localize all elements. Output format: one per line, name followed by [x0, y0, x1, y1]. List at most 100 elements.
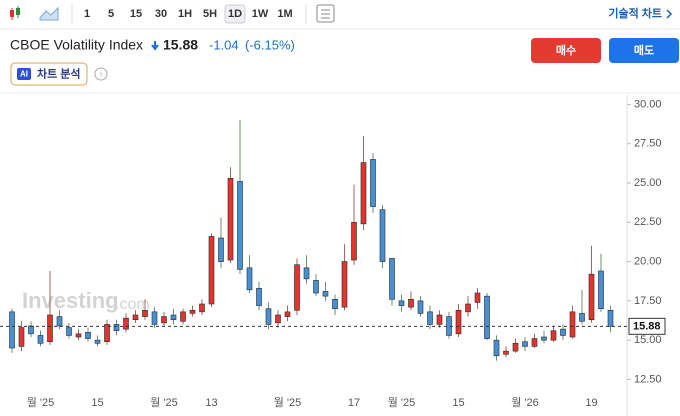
candle-body	[569, 311, 576, 338]
y-tick-label: 17.50	[634, 295, 662, 307]
y-tick-label: 25.00	[634, 177, 662, 189]
sell-button[interactable]	[609, 38, 679, 63]
chevron	[666, 9, 673, 19]
candle-body	[28, 325, 34, 335]
y-tick-label: 12.50	[634, 373, 662, 385]
candle-body	[541, 336, 547, 341]
info-i: i	[100, 70, 102, 79]
candle-body	[85, 331, 91, 339]
technical-chart-link[interactable]: 기술적 차트	[608, 6, 662, 20]
candle-body	[465, 303, 471, 313]
candle-body	[341, 261, 348, 308]
ai-badge-bg	[17, 68, 31, 80]
candle-body	[237, 181, 243, 270]
candle-body	[560, 328, 566, 336]
buy-button[interactable]	[531, 38, 601, 63]
candle-body	[332, 298, 338, 310]
change-percent: (-6.15%)	[245, 37, 295, 52]
interval[interactable]: 1	[84, 8, 90, 20]
x-tick-label: 15	[91, 397, 103, 409]
candle-body	[218, 237, 224, 262]
interval[interactable]: 1H	[178, 8, 192, 20]
ai-badge: AI	[20, 70, 28, 79]
interval[interactable]: 30	[155, 8, 167, 20]
interval[interactable]: 1M	[277, 8, 292, 20]
candle-body	[170, 314, 177, 321]
candle-body	[436, 314, 443, 325]
candle-body	[379, 209, 386, 262]
candle-body	[56, 316, 63, 327]
candle-body	[493, 339, 500, 357]
interval[interactable]: 15	[130, 8, 142, 20]
candle-body	[151, 311, 158, 325]
candle-body	[598, 270, 604, 310]
info-icon[interactable]	[94, 67, 108, 81]
interval-selected	[224, 4, 246, 24]
candle-body	[123, 317, 129, 330]
candle-body	[550, 330, 557, 341]
x-tick-label: 월 '25	[27, 396, 55, 409]
candle-body	[104, 324, 110, 343]
candle-body	[37, 335, 44, 344]
candle-body	[607, 309, 614, 327]
y-tick-label: 22.50	[634, 216, 662, 228]
buy-label: 매수	[556, 43, 576, 57]
candle-body	[18, 327, 25, 347]
watermark-brand: Investing	[22, 288, 119, 313]
x-tick-label: 15	[452, 397, 464, 409]
interval[interactable]: 1W	[252, 8, 269, 20]
x-tick-label: 17	[348, 397, 360, 409]
interval[interactable]: 5	[108, 8, 114, 20]
candle-body	[408, 298, 414, 308]
area-icon[interactable]	[39, 6, 59, 21]
candle-body	[284, 311, 291, 317]
candle-body	[142, 309, 148, 317]
candle-body	[161, 316, 167, 324]
candle-body	[522, 341, 528, 347]
candle-body	[94, 339, 101, 344]
x-tick-label: 월 '25	[274, 396, 302, 409]
candle-icon[interactable]	[10, 6, 20, 20]
candle-body	[265, 308, 272, 325]
y-tick-label: 30.00	[634, 98, 662, 110]
candle-body	[512, 342, 519, 352]
x-tick-label: 월 '25	[388, 396, 416, 409]
instrument-name: CBOE Volatility Index	[10, 37, 143, 53]
watermark-suffix: .com	[115, 296, 150, 313]
y-tick-label: 27.50	[634, 138, 662, 150]
sell-label: 매도	[634, 43, 654, 57]
candle-body	[47, 314, 53, 343]
ai-label: 차트 분석	[37, 66, 81, 80]
candle-body	[503, 350, 509, 355]
x-tick-label: 월 '26	[511, 396, 539, 409]
candle-body	[199, 303, 205, 313]
candle-body	[389, 258, 395, 300]
candle-body	[427, 311, 433, 325]
last-price-tag-bg	[628, 317, 666, 335]
candle-body	[579, 313, 585, 322]
candle-body	[256, 287, 262, 306]
interval[interactable]: 1D	[228, 8, 242, 20]
change: -1.04	[209, 37, 239, 52]
x-tick-label: 13	[205, 397, 217, 409]
interval[interactable]: 5H	[203, 8, 217, 20]
candle-body	[66, 327, 72, 336]
candle-body	[417, 300, 424, 314]
candle-body	[360, 162, 367, 225]
candle-body	[303, 267, 310, 280]
candle-body	[180, 311, 186, 322]
y-tick-label: 15.00	[634, 334, 662, 346]
candle-body	[227, 177, 234, 261]
down-arrow	[151, 41, 159, 51]
candle-body	[398, 300, 405, 306]
x-tick-label: 19	[585, 397, 597, 409]
candle-body	[531, 338, 538, 347]
x-tick-label: 월 '25	[150, 396, 178, 409]
candle-body	[208, 236, 215, 305]
candle-body	[132, 314, 139, 321]
price: 15.88	[163, 37, 198, 53]
candle-body	[189, 309, 196, 314]
candle-body	[474, 292, 481, 303]
candle-body	[294, 264, 300, 311]
